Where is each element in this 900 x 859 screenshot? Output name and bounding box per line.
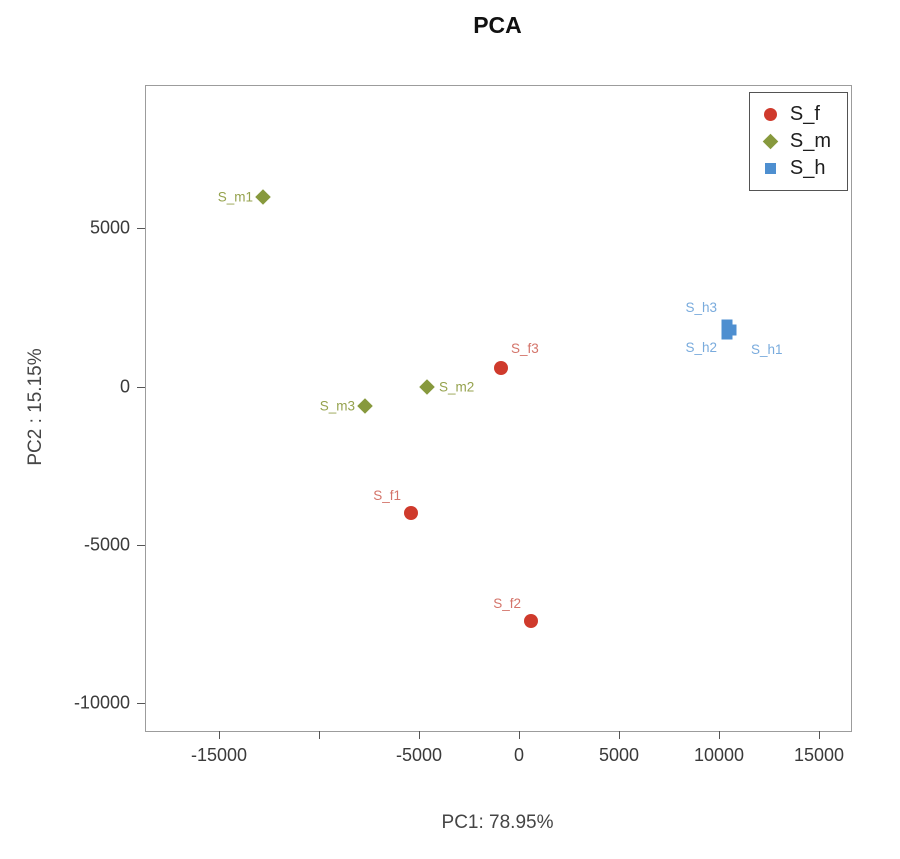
x-axis-tick-label: 5000 xyxy=(598,745,640,765)
x-axis-tick-label: -15000 xyxy=(190,745,248,765)
x-axis-tick xyxy=(819,731,820,739)
legend-label: S_f xyxy=(789,103,820,125)
data-point-S_f3 xyxy=(494,360,508,375)
y-axis-tick-label: -10000 xyxy=(73,692,130,713)
circle-marker-icon xyxy=(764,108,778,121)
legend-marker xyxy=(763,161,779,177)
point-label-S_h2: S_h2 xyxy=(685,340,717,356)
plot-area: S_f S_m S_h -15000 -5000 0 5000 10000 15000 5000… xyxy=(74,85,852,765)
legend-marker xyxy=(763,133,779,150)
diamond-marker-icon xyxy=(763,133,779,150)
x-axis-tick xyxy=(219,731,220,739)
x-axis-tick xyxy=(319,731,320,739)
y-axis-tick xyxy=(137,703,145,705)
x-axis-tick-label: 15000 xyxy=(793,745,845,765)
legend-label: S_m xyxy=(789,130,831,152)
legend-item-S_m: S_m xyxy=(763,128,831,155)
x-axis-tick-label: -5000 xyxy=(395,745,443,765)
data-point-S_h1 xyxy=(725,324,737,336)
y-axis-tick xyxy=(137,386,145,388)
point-label-S_f3: S_f3 xyxy=(511,340,539,356)
point-label-S_m3: S_m3 xyxy=(319,398,355,414)
chart-title: PCA xyxy=(473,12,522,38)
point-label-S_f2: S_f2 xyxy=(493,595,521,611)
point-label-S_h3: S_h3 xyxy=(685,299,717,315)
data-point-S_f2 xyxy=(524,613,538,628)
legend: S_f S_m S_h xyxy=(748,92,848,191)
point-label-S_m2: S_m2 xyxy=(439,379,475,395)
legend-item-S_h: S_h xyxy=(763,155,831,182)
square-marker-icon xyxy=(765,163,777,174)
x-axis-tick xyxy=(619,731,620,739)
point-label-S_m1: S_m1 xyxy=(217,189,253,205)
legend-label: S_h xyxy=(789,157,826,179)
y-axis-tick-label: 0 xyxy=(119,376,130,397)
data-point-S_m2 xyxy=(419,378,435,395)
x-axis-tick xyxy=(719,731,720,739)
legend-item-S_f: S_f xyxy=(763,101,831,128)
point-label-S_f1: S_f1 xyxy=(373,488,401,504)
x-axis-label: PC1: 78.95% xyxy=(441,812,554,833)
y-axis-label: PC2 : 15.15% xyxy=(25,348,46,466)
x-axis-tick xyxy=(519,731,520,739)
x-axis-tick xyxy=(419,731,420,739)
y-axis-tick xyxy=(137,228,145,230)
x-axis-tick-label: 0 xyxy=(513,745,525,765)
legend-marker xyxy=(763,107,779,123)
data-point-S_f1 xyxy=(404,506,418,521)
data-point-S_m3 xyxy=(357,397,373,414)
y-axis-tick xyxy=(137,544,145,546)
data-point-S_m1 xyxy=(255,188,271,205)
point-label-S_h1: S_h1 xyxy=(751,341,783,357)
y-axis-tick-label: -5000 xyxy=(83,534,130,555)
x-axis-tick-label: 10000 xyxy=(693,745,745,765)
y-axis-tick-label: 5000 xyxy=(89,217,130,238)
